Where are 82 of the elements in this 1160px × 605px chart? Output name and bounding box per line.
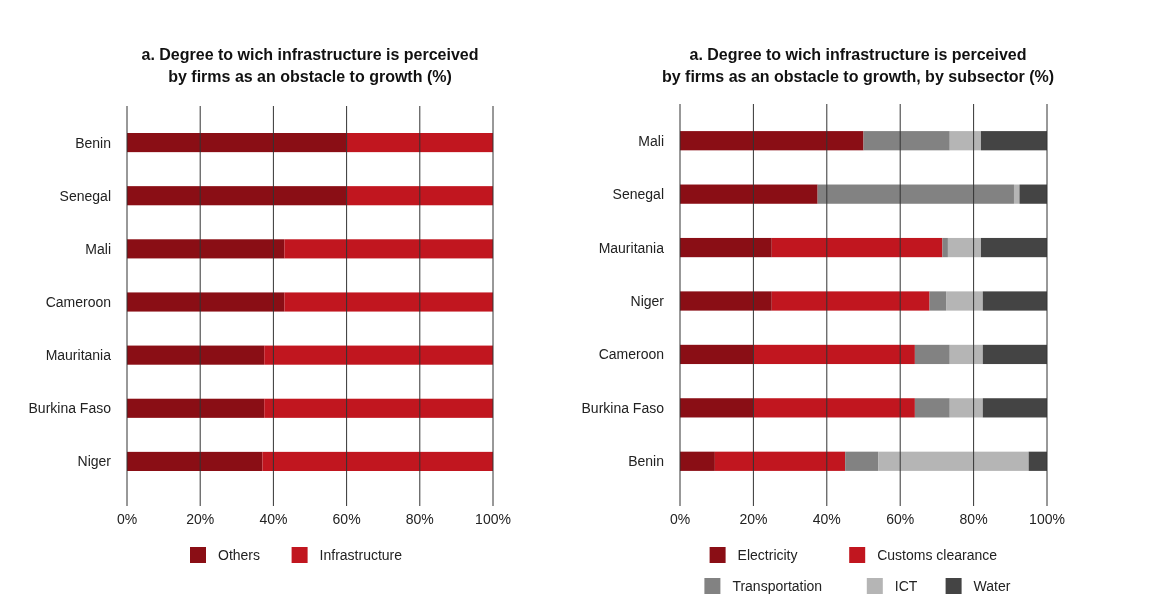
bar	[127, 398, 265, 418]
x-tick-label: 100%	[1029, 511, 1065, 527]
x-tick-label: 80%	[405, 511, 434, 527]
bar	[127, 239, 285, 259]
x-tick-label: 80%	[959, 511, 988, 527]
bar	[753, 398, 915, 418]
bar	[714, 451, 846, 471]
bar	[1028, 451, 1047, 471]
legend-label: Others	[218, 547, 261, 563]
bar	[680, 291, 772, 311]
bar	[680, 237, 772, 258]
bar	[914, 398, 950, 418]
y-tick-label: Niger	[630, 293, 665, 309]
bar	[929, 291, 947, 311]
y-tick-label: Benin	[75, 134, 111, 151]
bar	[980, 237, 1047, 258]
bar	[878, 451, 1029, 471]
bar	[980, 131, 1047, 151]
bar	[680, 344, 754, 365]
bar	[771, 237, 943, 258]
bar	[946, 291, 983, 311]
bar	[982, 291, 1047, 311]
y-tick-label: Burkina Faso	[28, 400, 112, 417]
bar	[845, 451, 879, 471]
bar	[1013, 184, 1020, 204]
y-tick-label: Senegal	[612, 186, 664, 203]
legend-label: Customs clearance	[877, 547, 998, 563]
y-tick-label: Benin	[628, 453, 664, 470]
x-tick-label: 20%	[739, 511, 768, 527]
x-tick-label: 40%	[259, 511, 288, 527]
bar	[982, 344, 1047, 365]
y-tick-label: Mali	[638, 132, 664, 149]
bar	[817, 184, 1014, 204]
legend-label: ICT	[894, 578, 918, 594]
bar	[914, 344, 950, 365]
bar	[949, 131, 981, 151]
chart-title: a. Degree to wich infrastructure is perceived by firms as an obstacle to growth, by subsector (%)	[661, 46, 1055, 85]
bar	[127, 133, 347, 153]
bar	[346, 186, 493, 206]
y-tick-label: Cameroon	[45, 294, 111, 310]
bar	[680, 184, 818, 204]
x-tick-label: 0%	[669, 511, 691, 527]
bar	[680, 398, 754, 418]
legend-label: Transportation	[732, 578, 823, 594]
x-tick-label: 40%	[812, 511, 841, 527]
bar	[264, 345, 493, 365]
bar	[284, 292, 493, 312]
bar	[753, 344, 915, 365]
bar	[262, 451, 493, 471]
x-tick-label: 60%	[886, 511, 915, 527]
bar	[1019, 184, 1047, 204]
bar	[264, 398, 493, 418]
bar	[949, 398, 983, 418]
bar	[284, 239, 493, 259]
y-tick-label: Mauritania	[45, 347, 112, 364]
bar	[982, 398, 1047, 418]
legend-label: Infrastructure	[319, 547, 403, 563]
y-tick-label: Mali	[85, 240, 111, 257]
bar	[127, 451, 263, 471]
bar	[942, 237, 948, 258]
chart-title: a. Degree to wich infrastructure is perceived by firms as an obstacle to growth (%)	[141, 46, 479, 85]
y-tick-label: Burkina Faso	[581, 399, 665, 416]
bar	[127, 345, 265, 365]
x-tick-label: 20%	[186, 511, 215, 527]
bar	[680, 131, 864, 151]
y-tick-label: Mauritania	[598, 239, 665, 256]
x-tick-label: 0%	[116, 511, 138, 527]
bar	[863, 131, 950, 151]
bar	[947, 237, 981, 258]
legend-label: Water	[973, 578, 1011, 594]
y-tick-label: Cameroon	[598, 346, 664, 363]
bar	[949, 344, 983, 365]
y-tick-label: Senegal	[59, 187, 111, 204]
bar	[127, 292, 285, 312]
x-tick-label: 60%	[332, 511, 361, 527]
legend-label: Electricity	[737, 547, 798, 563]
bar	[680, 451, 715, 471]
x-tick-label: 100%	[475, 511, 511, 527]
bar	[127, 186, 347, 206]
bar	[346, 133, 493, 153]
bar	[771, 291, 930, 311]
y-tick-label: Niger	[77, 453, 112, 470]
